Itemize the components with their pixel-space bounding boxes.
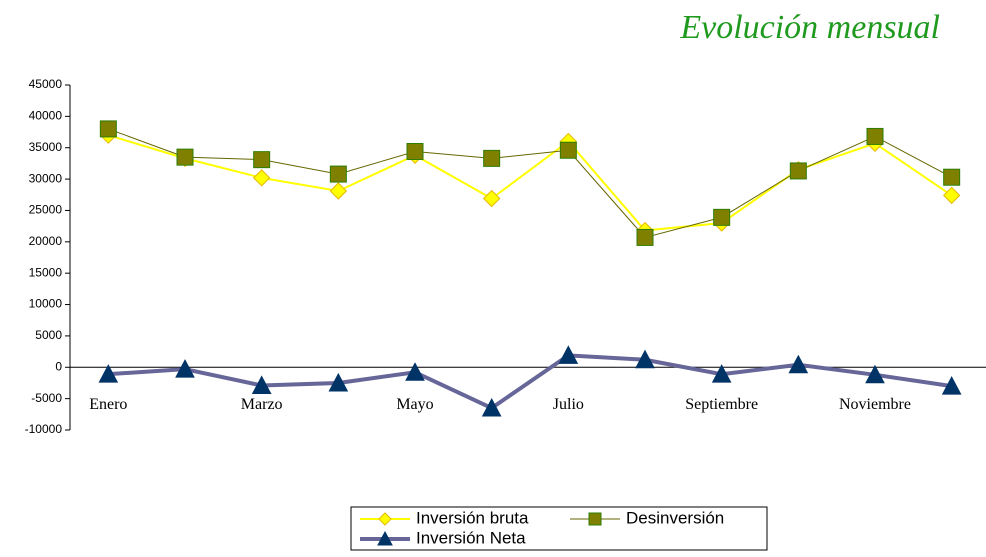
marker [406, 142, 424, 160]
y-tick-label: 45000 [29, 77, 63, 91]
series-line [108, 128, 952, 238]
y-tick-label: -5000 [31, 391, 62, 405]
marker [636, 228, 654, 246]
marker [329, 182, 348, 200]
marker [377, 530, 393, 546]
y-tick-label: 40000 [29, 109, 63, 123]
marker [481, 397, 502, 417]
marker [588, 512, 602, 526]
marker [99, 120, 117, 138]
marker [711, 364, 732, 383]
marker [788, 354, 809, 374]
marker [559, 141, 577, 159]
y-tick-label: -10000 [25, 422, 63, 436]
series-line [108, 134, 953, 232]
marker [175, 359, 195, 378]
marker [378, 512, 392, 526]
marker [176, 148, 194, 166]
marker [405, 362, 425, 381]
marker [482, 189, 501, 208]
x-tick-label: Marzo [241, 396, 283, 413]
y-tick-label: 10000 [29, 297, 63, 311]
marker [251, 375, 272, 394]
marker [252, 169, 271, 187]
marker [635, 349, 655, 369]
marker [713, 208, 731, 226]
y-tick-label: 20000 [29, 234, 63, 248]
chart-title: Evolución mensual [679, 9, 940, 46]
x-tick-label: Noviembre [839, 396, 911, 413]
x-tick-label: Julio [553, 396, 584, 413]
y-tick-label: 30000 [29, 171, 63, 185]
x-tick-label: Mayo [396, 396, 433, 413]
y-tick-label: 15000 [29, 265, 63, 279]
marker [789, 162, 807, 180]
marker [329, 165, 347, 183]
legend-label: Inversión Neta [416, 528, 526, 547]
legend-label: Desinversión [626, 508, 724, 527]
y-tick-label: 25000 [29, 203, 63, 217]
legend-box [350, 506, 768, 551]
marker [941, 376, 962, 395]
marker [558, 345, 579, 364]
x-tick-label: Septiembre [685, 396, 758, 413]
marker [942, 186, 961, 205]
marker [328, 372, 349, 392]
marker [866, 127, 884, 145]
marker [483, 149, 501, 167]
marker [253, 151, 271, 169]
y-tick-label: 0 [55, 359, 62, 373]
series-line [108, 353, 952, 411]
x-tick-label: Enero [89, 396, 127, 413]
legend-label: Inversión bruta [416, 508, 529, 527]
marker [98, 364, 119, 383]
marker [943, 168, 961, 186]
y-tick-label: 35000 [29, 140, 63, 154]
marker [865, 364, 885, 384]
y-tick-label: 5000 [35, 328, 62, 342]
